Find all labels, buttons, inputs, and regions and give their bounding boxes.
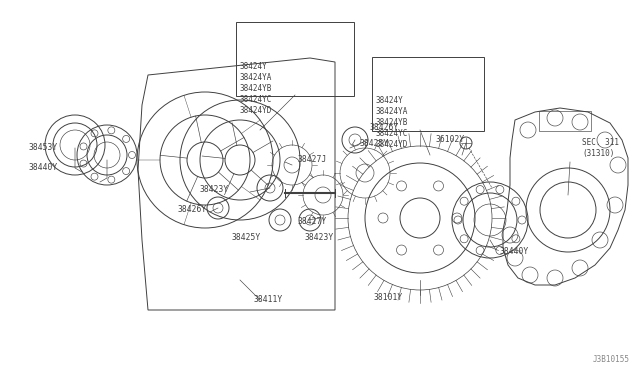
Text: 38424Y
38424YA
38424YB
38424YC
38424YD: 38424Y 38424YA 38424YB 38424YC 38424YD <box>376 96 408 150</box>
Text: SEC. 311
(31310): SEC. 311 (31310) <box>582 138 619 158</box>
Text: 38440Y: 38440Y <box>29 164 58 173</box>
Text: 38453Y: 38453Y <box>29 144 58 153</box>
Text: 38424Y
38424YA
38424YB
38424YC
38424YD: 38424Y 38424YA 38424YB 38424YC 38424YD <box>240 62 273 115</box>
Text: 38426Y: 38426Y <box>178 205 207 215</box>
Text: 38427J: 38427J <box>298 155 327 164</box>
Text: 38425Y: 38425Y <box>232 232 261 241</box>
Text: 38101Y: 38101Y <box>373 294 403 302</box>
Text: 38423Y: 38423Y <box>305 232 334 241</box>
Text: 38426Y: 38426Y <box>370 124 399 132</box>
Text: 38423Y: 38423Y <box>200 186 229 195</box>
Text: 38425Y: 38425Y <box>360 138 389 148</box>
Text: 38427Y: 38427Y <box>298 218 327 227</box>
Text: 38440Y: 38440Y <box>500 247 529 257</box>
Text: 36102Y: 36102Y <box>436 135 465 144</box>
Text: J3B10155: J3B10155 <box>593 355 630 364</box>
Text: 38411Y: 38411Y <box>253 295 283 305</box>
